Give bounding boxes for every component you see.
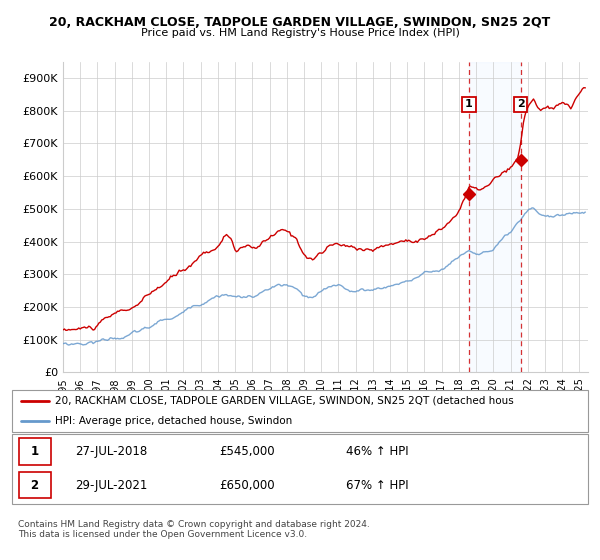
FancyBboxPatch shape (12, 390, 588, 432)
Text: 27-JUL-2018: 27-JUL-2018 (76, 445, 148, 458)
Text: Price paid vs. HM Land Registry's House Price Index (HPI): Price paid vs. HM Land Registry's House … (140, 28, 460, 38)
Text: 2: 2 (517, 100, 524, 109)
FancyBboxPatch shape (19, 472, 50, 498)
Bar (469, 62, 521, 372)
Text: 20, RACKHAM CLOSE, TADPOLE GARDEN VILLAGE, SWINDON, SN25 2QT (detached hous: 20, RACKHAM CLOSE, TADPOLE GARDEN VILLAG… (55, 396, 514, 406)
Text: £650,000: £650,000 (220, 479, 275, 492)
Text: 1: 1 (465, 100, 473, 109)
Text: Contains HM Land Registry data © Crown copyright and database right 2024.
This d: Contains HM Land Registry data © Crown c… (18, 520, 370, 539)
FancyBboxPatch shape (19, 438, 50, 465)
Text: HPI: Average price, detached house, Swindon: HPI: Average price, detached house, Swin… (55, 416, 292, 426)
Text: 20, RACKHAM CLOSE, TADPOLE GARDEN VILLAGE, SWINDON, SN25 2QT: 20, RACKHAM CLOSE, TADPOLE GARDEN VILLAG… (49, 16, 551, 29)
FancyBboxPatch shape (12, 434, 588, 504)
Text: 29-JUL-2021: 29-JUL-2021 (76, 479, 148, 492)
Text: 46% ↑ HPI: 46% ↑ HPI (346, 445, 409, 458)
Text: 67% ↑ HPI: 67% ↑ HPI (346, 479, 409, 492)
Text: 2: 2 (31, 479, 38, 492)
Text: 1: 1 (31, 445, 38, 458)
Text: £545,000: £545,000 (220, 445, 275, 458)
